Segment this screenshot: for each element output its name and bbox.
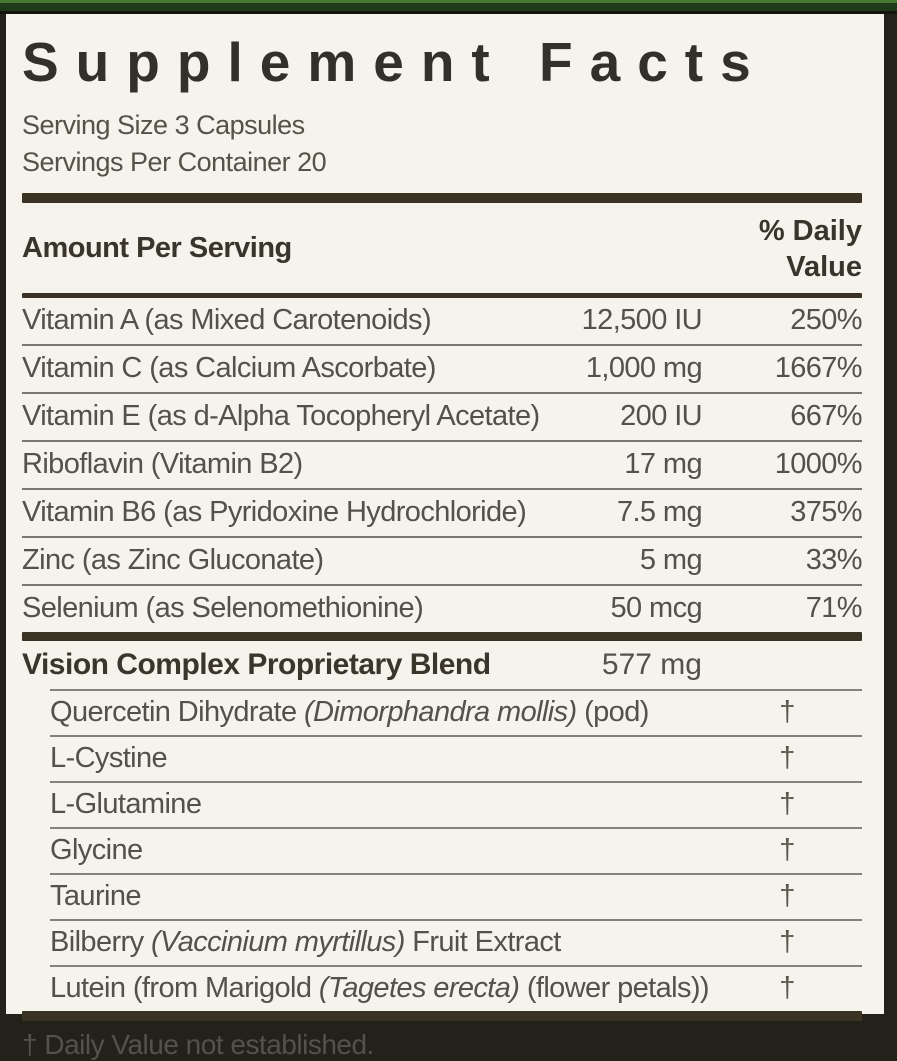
table-row: Vitamin E (as d-Alpha Tocopheryl Acetate… — [22, 391, 863, 440]
nutrient-daily-value: 667% — [790, 400, 862, 432]
list-item: L-Glutamine † — [50, 780, 862, 827]
ingredient-text: Quercetin Dihydrate — [50, 696, 304, 728]
nutrient-daily-value: 250% — [790, 304, 862, 336]
nutrient-amount: 7.5 mg — [616, 496, 703, 528]
dagger-symbol: † — [779, 880, 795, 912]
dagger-symbol: † — [779, 926, 795, 958]
package-green-strip — [0, 0, 897, 14]
table-row: Vitamin A (as Mixed Carotenoids) 12,500 … — [22, 298, 863, 344]
ingredient-text: L-Glutamine — [50, 788, 202, 820]
ingredient-text: L-Cystine — [50, 742, 168, 774]
table-row: Vitamin B6 (as Pyridoxine Hydrochloride)… — [22, 487, 863, 536]
list-item: Quercetin Dihydrate (Dimorphandra mollis… — [50, 688, 862, 735]
daily-value-header-line1: % Daily — [758, 214, 862, 247]
ingredient-latin-name: (Dimorphandra mollis) — [303, 696, 577, 728]
ingredient-text: Glycine — [50, 834, 143, 866]
ingredient-name: L-Cystine — [50, 742, 712, 775]
ingredient-name: Taurine — [50, 880, 712, 913]
ingredient-latin-name: (Tagetes erecta) — [318, 972, 520, 1004]
blend-name: Vision Complex Proprietary Blend — [22, 647, 491, 681]
nutrient-name: Zinc (as Zinc Gluconate) — [22, 544, 324, 576]
blend-header-row: Vision Complex Proprietary Blend 577 mg — [22, 641, 862, 689]
ingredient-name: Glycine — [50, 834, 712, 867]
nutrient-name: Selenium (as Selenomethionine) — [22, 592, 424, 624]
ingredient-name: L-Glutamine — [50, 788, 712, 821]
rule-heavy-footer — [22, 1010, 862, 1021]
table-row: Vitamin C (as Calcium Ascorbate) 1,000 m… — [22, 343, 863, 392]
ingredient-text: Taurine — [50, 880, 142, 912]
nutrient-table: Vitamin A (as Mixed Carotenoids) 12,500 … — [22, 298, 863, 632]
nutrient-daily-value: 71% — [805, 592, 863, 624]
servings-per-container-text: Servings Per Container 20 — [22, 146, 327, 177]
ingredient-latin-name: (Vaccinium myrtillus) — [150, 926, 405, 958]
ingredient-name: Lutein (from Marigold (Tagetes erecta) (… — [50, 972, 712, 1005]
dagger-symbol: † — [779, 788, 795, 820]
nutrient-daily-value: 1000% — [774, 448, 863, 480]
table-row: Selenium (as Selenomethionine) 50 mcg 71… — [22, 583, 863, 632]
nutrient-amount: 17 mg — [624, 448, 702, 480]
blend-ingredient-table: Quercetin Dihydrate (Dimorphandra mollis… — [22, 688, 862, 1011]
dagger-symbol: † — [779, 834, 795, 866]
nutrient-name: Riboflavin (Vitamin B2) — [22, 448, 303, 480]
ingredient-name: Quercetin Dihydrate (Dimorphandra mollis… — [50, 696, 712, 729]
daily-value-footnote: † Daily Value not established. — [22, 1028, 374, 1060]
dagger-symbol: † — [779, 972, 795, 1004]
column-header-row: Amount Per Serving % Daily Value — [22, 203, 862, 293]
nutrient-amount: 200 IU — [620, 400, 702, 432]
rule-heavy-top — [22, 192, 862, 203]
ingredient-text: Fruit Extract — [404, 926, 561, 958]
panel-title: Supplement Facts — [22, 31, 768, 93]
amount-per-serving-header: Amount Per Serving — [22, 232, 292, 264]
nutrient-amount: 1,000 mg — [585, 352, 703, 384]
rule-medium-under-header — [22, 292, 862, 298]
ingredient-text: (flower petals)) — [519, 972, 710, 1004]
nutrient-name: Vitamin C (as Calcium Ascorbate) — [22, 352, 436, 384]
list-item: L-Cystine † — [50, 734, 862, 781]
nutrient-daily-value: 375% — [790, 496, 862, 528]
nutrient-amount: 5 mg — [639, 544, 703, 576]
table-row: Zinc (as Zinc Gluconate) 5 mg 33% — [22, 535, 863, 584]
nutrient-name: Vitamin E (as d-Alpha Tocopheryl Acetate… — [22, 400, 540, 432]
serving-size-text: Serving Size 3 Capsules — [22, 109, 305, 140]
ingredient-text: (pod) — [576, 696, 649, 728]
ingredient-text: Lutein (from Marigold — [50, 972, 319, 1004]
ingredient-name: Bilberry (Vaccinium myrtillus) Fruit Ext… — [50, 926, 712, 959]
list-item: Taurine † — [50, 872, 862, 919]
list-item: Glycine † — [50, 826, 862, 873]
rule-heavy-blend — [22, 631, 862, 641]
list-item: Lutein (from Marigold (Tagetes erecta) (… — [50, 964, 862, 1011]
daily-value-header: % Daily Value — [672, 213, 862, 285]
list-item: Bilberry (Vaccinium myrtillus) Fruit Ext… — [50, 918, 862, 965]
table-row: Riboflavin (Vitamin B2) 17 mg 1000% — [22, 439, 863, 488]
blend-amount: 577 mg — [601, 647, 702, 681]
nutrient-name: Vitamin A (as Mixed Carotenoids) — [22, 304, 432, 336]
dagger-symbol: † — [779, 696, 795, 728]
ingredient-text: Bilberry — [50, 926, 151, 958]
supplement-facts-panel: Supplement Facts Serving Size 3 Capsules… — [6, 14, 884, 1060]
nutrient-amount: 12,500 IU — [581, 304, 703, 336]
nutrient-daily-value: 1667% — [774, 352, 863, 384]
nutrient-daily-value: 33% — [805, 544, 863, 576]
daily-value-header-line2: Value — [786, 250, 862, 283]
dagger-symbol: † — [779, 742, 795, 774]
nutrient-amount: 50 mcg — [610, 592, 703, 624]
nutrient-name: Vitamin B6 (as Pyridoxine Hydrochloride) — [22, 496, 527, 528]
